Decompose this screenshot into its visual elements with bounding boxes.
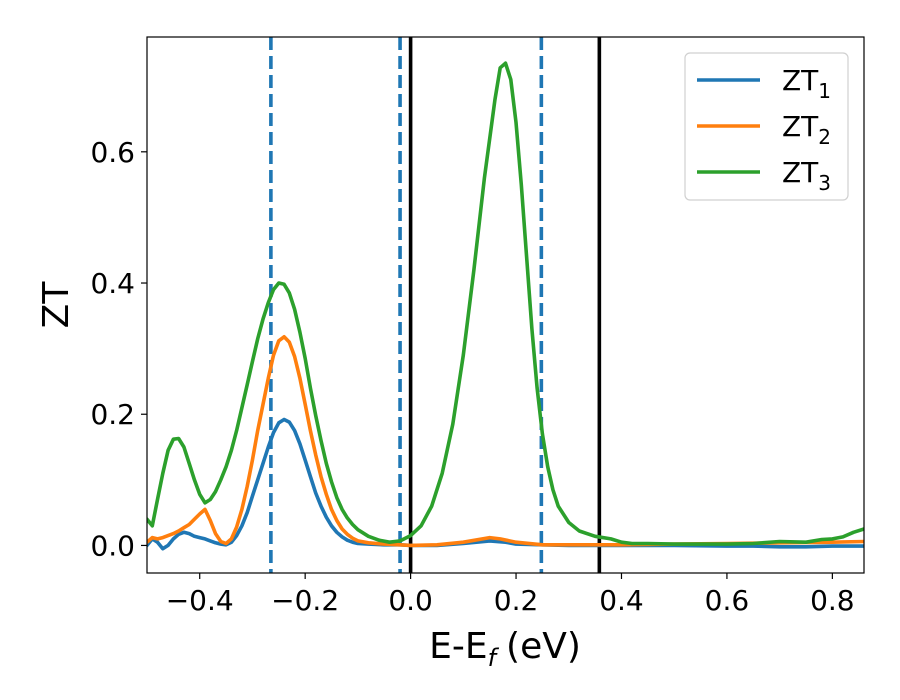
y-axis-title: ZT [36, 281, 77, 329]
y-axis-ticks: 0.0 0.2 0.4 0.6 [90, 136, 147, 562]
legend-label-zt3: ZT3 [782, 156, 831, 195]
y-tick-label: 0.0 [90, 529, 135, 562]
plot-frame [146, 36, 865, 574]
y-tick-label: 0.6 [90, 136, 135, 169]
x-tick-label: −0.4 [166, 584, 234, 617]
x-axis-ticks: −0.4 −0.2 0.0 0.2 0.4 0.6 0.8 [166, 573, 855, 617]
x-tick-label: 0.2 [494, 584, 539, 617]
reference-lines [269, 37, 602, 573]
x-tick-label: 0.6 [705, 584, 750, 617]
y-tick-label: 0.2 [90, 398, 135, 431]
series-layer [147, 61, 864, 551]
legend-label-sub: 2 [818, 125, 831, 149]
x-tick-label: 0.4 [599, 584, 644, 617]
legend-box [684, 52, 849, 201]
x-tick-label: 0.8 [810, 584, 855, 617]
legend-label-main: ZT [782, 156, 819, 189]
series-line-zt2 [147, 335, 864, 548]
x-axis-title-unit: (eV) [506, 626, 581, 667]
x-axis-title: E-Ef (eV) [429, 626, 581, 672]
y-tick-label: 0.4 [90, 267, 135, 300]
x-tick-label: 0.0 [388, 584, 433, 617]
x-tick-label: −0.2 [271, 584, 339, 617]
legend-label-main: ZT [782, 110, 819, 143]
legend-label-zt2: ZT2 [782, 110, 831, 149]
legend-label-main: ZT [782, 64, 819, 97]
legend-label-sub: 3 [818, 171, 831, 195]
series-line-zt3 [147, 61, 864, 546]
legend-label-zt1: ZT1 [782, 64, 831, 103]
x-axis-title-main: E-E [429, 626, 487, 667]
legend-label-sub: 1 [818, 79, 831, 103]
